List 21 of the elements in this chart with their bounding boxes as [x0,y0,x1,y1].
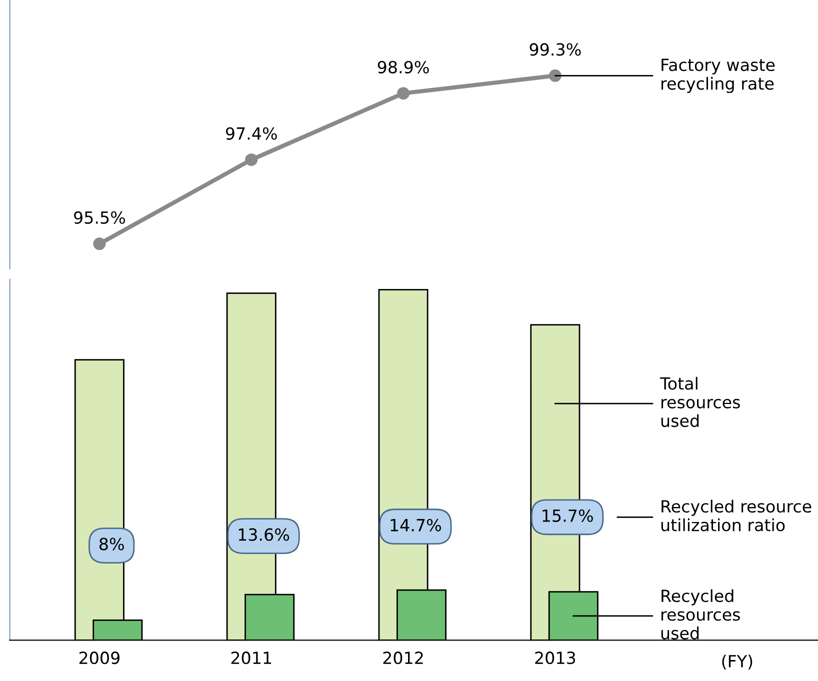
data-label: 98.9% [378,60,429,74]
annotation: 8% [100,538,124,550]
text: Recycled resource utilization ratio [661,500,812,532]
data-label: 99.3% [530,43,581,56]
point [397,87,410,100]
x-tick-label: 2009 [79,652,120,664]
annotation: 15.7% [542,509,593,522]
point [93,238,106,250]
data-label: 97.4% [226,127,277,140]
data-label: 95.5% [74,211,125,224]
annotation: 14.7% [390,518,441,532]
point [245,153,258,166]
legend-label: Recycled resources used [661,589,740,640]
point [548,69,562,82]
text: Total resources used [660,376,740,428]
x-tick-label: 2011 [231,652,272,664]
x-tick-label: 2013 [535,652,576,664]
text: Factory waste recycling rate [662,58,775,94]
x-axis-title: (FY) [722,654,752,670]
x-tick-label: 2012 [383,652,423,664]
annotation: 13.6% [238,528,290,541]
